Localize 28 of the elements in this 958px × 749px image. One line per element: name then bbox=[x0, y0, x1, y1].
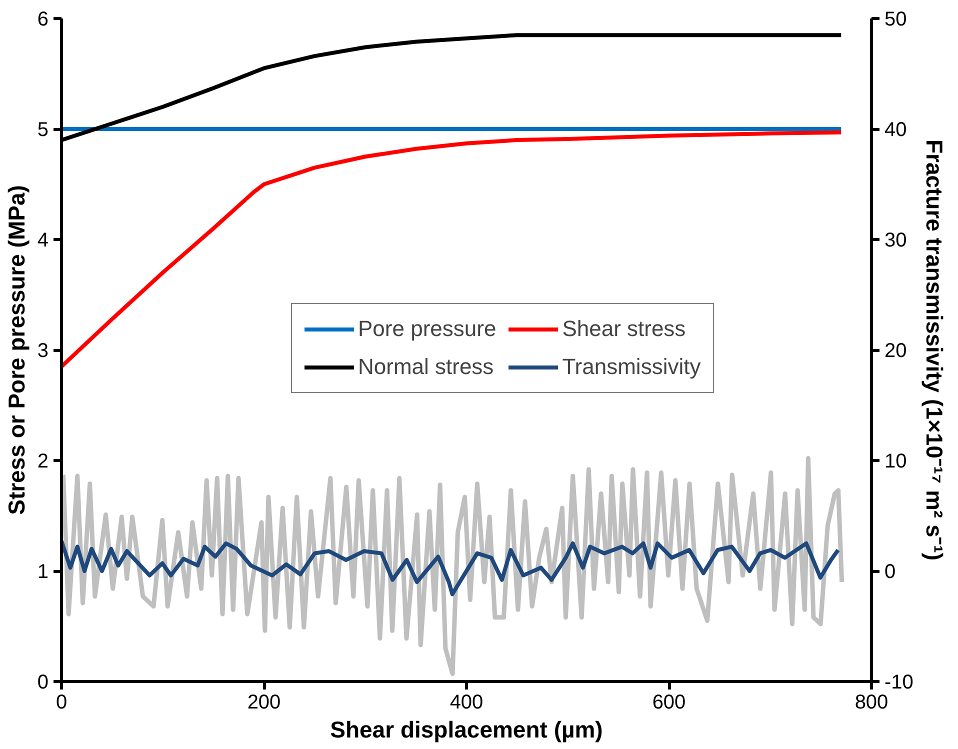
y2-axis-title: Fracture transmissivity (1×10⁻¹⁷ m² s⁻¹) bbox=[921, 139, 948, 561]
x-tick-label: 800 bbox=[854, 692, 888, 714]
y-tick-label: 6 bbox=[37, 8, 48, 30]
y-tick-label: 4 bbox=[37, 230, 48, 252]
y-tick-label: 5 bbox=[37, 119, 48, 141]
x-tick-label: 400 bbox=[450, 692, 484, 714]
y-tick-label: 0 bbox=[37, 672, 48, 694]
x-axis-title: Shear displacement (µm) bbox=[330, 716, 603, 742]
y2-tick-label: 50 bbox=[884, 8, 907, 30]
legend-label: Normal stress bbox=[358, 354, 494, 380]
legend-label: Pore pressure bbox=[358, 316, 496, 342]
x-tick-label: 0 bbox=[56, 692, 68, 714]
x-tick-label: 600 bbox=[652, 692, 686, 714]
y2-tick-label: 30 bbox=[884, 230, 907, 252]
line-series bbox=[62, 456, 844, 676]
line-series bbox=[62, 539, 840, 596]
y2-tick-label: -10 bbox=[884, 672, 914, 694]
legend-label: Shear stress bbox=[562, 316, 686, 342]
y2-tick-label: 0 bbox=[884, 561, 896, 583]
y-axis-title: Stress or Pore pressure (MPa) bbox=[3, 185, 30, 515]
y-tick-label: 3 bbox=[37, 340, 48, 362]
y-tick-label: 1 bbox=[37, 561, 48, 583]
y2-tick-label: 10 bbox=[884, 450, 907, 472]
y2-tick-label: 20 bbox=[884, 340, 907, 362]
x-tick-label: 200 bbox=[247, 692, 281, 714]
y-tick-label: 2 bbox=[37, 450, 48, 472]
legend-label: Transmissivity bbox=[562, 354, 701, 380]
y2-tick-label: 40 bbox=[884, 119, 907, 141]
